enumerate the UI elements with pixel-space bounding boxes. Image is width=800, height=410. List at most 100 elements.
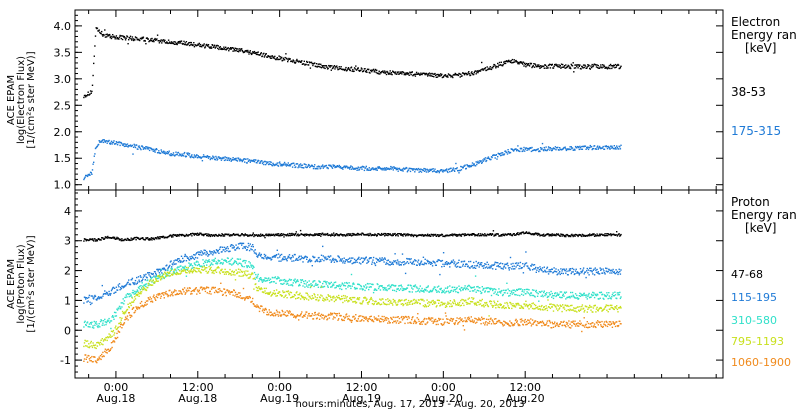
data-point (531, 146, 533, 149)
data-point (93, 240, 95, 242)
data-point (399, 261, 401, 263)
data-point (473, 71, 475, 74)
data-point (310, 164, 313, 166)
data-point (472, 286, 474, 289)
data-point (411, 168, 413, 170)
data-point (377, 73, 380, 75)
data-point (331, 167, 334, 169)
data-point (236, 262, 238, 264)
data-point (500, 234, 502, 236)
data-point (574, 67, 577, 69)
data-point (385, 263, 387, 265)
data-point (113, 318, 115, 320)
data-point (577, 235, 579, 238)
data-point (110, 330, 113, 332)
data-point (395, 167, 397, 170)
data-point (234, 159, 237, 161)
data-point (608, 147, 611, 149)
data-point (114, 315, 116, 317)
data-point (334, 68, 336, 70)
data-point (118, 308, 120, 310)
data-point (590, 293, 593, 296)
legend-entry: 115-195 (731, 291, 777, 304)
data-point (492, 65, 495, 68)
data-point (550, 233, 552, 236)
data-point (530, 265, 533, 267)
data-point (467, 265, 469, 267)
data-point (373, 262, 375, 264)
data-point (144, 279, 146, 281)
data-point (214, 47, 216, 49)
data-point (417, 261, 419, 263)
data-point (392, 263, 394, 266)
data-point (200, 265, 202, 268)
data-point (280, 279, 283, 281)
data-point (584, 145, 587, 147)
data-point (282, 283, 284, 285)
data-point (177, 41, 180, 43)
data-point (269, 278, 272, 280)
data-point (260, 278, 262, 280)
data-point (361, 261, 364, 263)
data-point (447, 76, 449, 78)
data-point (202, 156, 204, 158)
data-point (436, 76, 439, 78)
data-point (425, 171, 428, 173)
data-point (503, 266, 505, 268)
data-point (209, 268, 211, 270)
data-point (579, 295, 582, 297)
data-point (105, 140, 108, 142)
data-point (318, 261, 321, 263)
data-point (568, 268, 571, 270)
data-point (611, 296, 613, 298)
data-point (409, 261, 412, 263)
data-point (194, 269, 196, 272)
data-point (391, 235, 393, 237)
data-point (530, 62, 533, 65)
y-tick-label: 1.5 (54, 152, 72, 165)
data-point (169, 154, 172, 157)
data-point (330, 164, 332, 167)
data-point (565, 235, 567, 238)
data-point (217, 251, 219, 253)
data-point (384, 168, 386, 170)
data-point (93, 161, 95, 163)
data-point (123, 300, 126, 302)
data-point (159, 279, 162, 281)
data-point (350, 257, 353, 259)
data-point (161, 150, 163, 153)
data-point (528, 293, 531, 295)
data-point (286, 260, 288, 262)
data-point (307, 165, 309, 167)
data-point (105, 323, 107, 326)
data-point (424, 289, 426, 292)
data-point (528, 149, 530, 151)
data-point (85, 345, 87, 347)
data-point (115, 291, 117, 293)
data-point (365, 287, 367, 289)
data-point (241, 264, 243, 266)
data-point (246, 249, 248, 251)
data-point (172, 236, 174, 238)
data-point (595, 148, 598, 150)
data-point (207, 255, 209, 257)
data-point (288, 165, 290, 167)
data-point (231, 159, 233, 161)
data-point (374, 233, 376, 235)
data-point (172, 152, 175, 154)
data-point (385, 262, 388, 264)
data-point (231, 247, 234, 249)
data-point (194, 156, 197, 158)
data-point (275, 254, 278, 256)
data-point (137, 293, 139, 296)
data-point (324, 298, 326, 301)
data-point (158, 268, 160, 271)
data-point (454, 170, 456, 172)
data-point (218, 156, 220, 158)
data-point (148, 238, 151, 240)
data-point (372, 234, 375, 236)
data-point (204, 46, 207, 48)
data-point (549, 234, 551, 236)
data-point (497, 62, 499, 65)
data-point (450, 261, 452, 264)
